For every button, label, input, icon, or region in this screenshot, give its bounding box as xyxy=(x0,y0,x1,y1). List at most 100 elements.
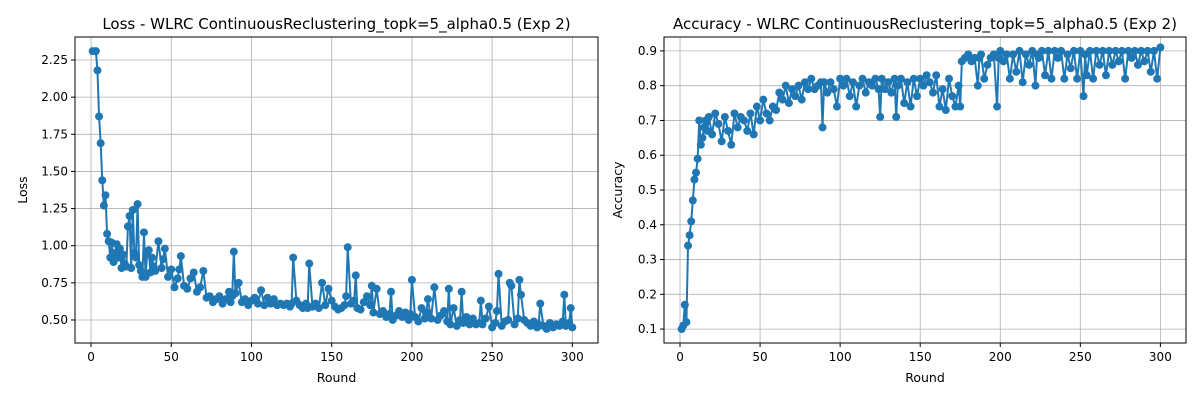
accuracy-data-point xyxy=(1085,46,1094,55)
loss-data-point xyxy=(164,272,173,281)
loss-data-point xyxy=(369,308,378,317)
y-tick-label: 0.3 xyxy=(638,253,657,267)
loss-data-point xyxy=(148,253,157,262)
accuracy-data-point xyxy=(746,109,755,118)
y-tick-label: 2.25 xyxy=(41,53,68,67)
accuracy-data-point xyxy=(749,130,758,139)
accuracy-markers xyxy=(677,43,1165,334)
accuracy-data-point xyxy=(925,78,934,87)
accuracy-data-point xyxy=(1105,46,1114,55)
accuracy-data-point xyxy=(1146,67,1155,76)
loss-data-point xyxy=(327,296,336,305)
accuracy-data-point xyxy=(1101,71,1110,80)
y-tick-label: 0.2 xyxy=(638,287,657,301)
loss-data-point xyxy=(516,290,525,299)
x-tick-label: 100 xyxy=(829,350,852,364)
accuracy-data-point xyxy=(794,81,803,90)
accuracy-data-point xyxy=(1095,60,1104,69)
accuracy-data-point xyxy=(839,81,848,90)
accuracy-data-point xyxy=(852,102,861,111)
accuracy-y-axis-label: Accuracy xyxy=(610,161,625,219)
accuracy-data-point xyxy=(685,231,694,240)
accuracy-data-point xyxy=(1089,74,1098,83)
loss-data-point xyxy=(186,274,195,283)
loss-data-point xyxy=(250,293,259,302)
loss-data-point xyxy=(395,307,404,316)
accuracy-data-point xyxy=(1156,43,1165,52)
accuracy-data-point xyxy=(1057,46,1066,55)
loss-data-point xyxy=(350,296,359,305)
accuracy-data-point xyxy=(1009,50,1018,59)
loss-grid xyxy=(75,37,598,343)
loss-data-point xyxy=(484,302,493,311)
accuracy-data-point xyxy=(954,81,963,90)
loss-data-point xyxy=(379,307,388,316)
loss-data-point xyxy=(536,299,545,308)
loss-data-point xyxy=(151,266,160,275)
y-tick-label: 1.00 xyxy=(41,239,68,253)
accuracy-data-point xyxy=(836,74,845,83)
loss-data-point xyxy=(385,310,394,319)
accuracy-data-point xyxy=(688,196,697,205)
accuracy-data-point xyxy=(698,133,707,142)
accuracy-data-point xyxy=(743,126,752,135)
accuracy-data-point xyxy=(848,78,857,87)
y-tick-label: 0.5 xyxy=(638,183,657,197)
x-tick-label: 50 xyxy=(752,350,767,364)
accuracy-data-point xyxy=(900,99,909,108)
y-tick-label: 0.6 xyxy=(638,148,657,162)
accuracy-data-point xyxy=(720,112,729,121)
loss-chart-title: Loss - WLRC ContinuousReclustering_topk=… xyxy=(102,15,570,34)
accuracy-data-point xyxy=(756,116,765,125)
loss-data-point xyxy=(457,287,466,296)
accuracy-data-point xyxy=(704,112,713,121)
accuracy-data-point xyxy=(1079,92,1088,101)
accuracy-data-point xyxy=(1060,74,1069,83)
accuracy-data-point xyxy=(1021,50,1030,59)
loss-data-point xyxy=(542,324,551,333)
loss-data-point xyxy=(372,284,381,293)
loss-data-point xyxy=(452,321,461,330)
accuracy-data-point xyxy=(1073,74,1082,83)
accuracy-data-point xyxy=(684,241,693,250)
x-tick-label: 0 xyxy=(87,350,95,364)
accuracy-data-point xyxy=(877,74,886,83)
accuracy-data-point xyxy=(807,74,816,83)
accuracy-data-point xyxy=(687,217,696,226)
accuracy-data-point xyxy=(696,140,705,149)
accuracy-data-point xyxy=(996,46,1005,55)
accuracy-data-point xyxy=(1098,46,1107,55)
accuracy-data-point xyxy=(1066,64,1075,73)
loss-data-point xyxy=(160,244,169,253)
loss-data-point xyxy=(492,307,501,316)
accuracy-data-point xyxy=(772,106,781,115)
accuracy-data-point xyxy=(1130,46,1139,55)
loss-data-point xyxy=(289,253,298,262)
accuracy-data-point xyxy=(1114,57,1123,66)
loss-data-point xyxy=(387,287,396,296)
loss-data-point xyxy=(123,222,132,231)
loss-y-axis-label: Loss xyxy=(15,176,30,203)
loss-data-point xyxy=(465,320,474,329)
accuracy-data-point xyxy=(871,74,880,83)
x-tick-label: 300 xyxy=(1149,350,1172,364)
loss-data-point xyxy=(157,263,166,272)
loss-data-point xyxy=(167,265,176,274)
loss-data-point xyxy=(96,139,105,148)
accuracy-chart: Accuracy - WLRC ContinuousReclustering_t… xyxy=(610,15,1187,385)
accuracy-data-point xyxy=(740,116,749,125)
loss-data-point xyxy=(468,314,477,323)
accuracy-data-point xyxy=(692,168,701,177)
accuracy-data-point xyxy=(855,81,864,90)
accuracy-data-point xyxy=(797,95,806,104)
accuracy-data-point xyxy=(880,85,889,94)
loss-axes-frame xyxy=(74,36,599,344)
loss-data-point xyxy=(125,212,134,220)
accuracy-data-point xyxy=(922,71,931,80)
loss-data-point xyxy=(407,275,416,284)
accuracy-data-point xyxy=(752,102,761,111)
y-tick-label: 0.50 xyxy=(41,313,68,327)
loss-data-point xyxy=(507,281,516,290)
loss-data-point xyxy=(269,295,278,304)
